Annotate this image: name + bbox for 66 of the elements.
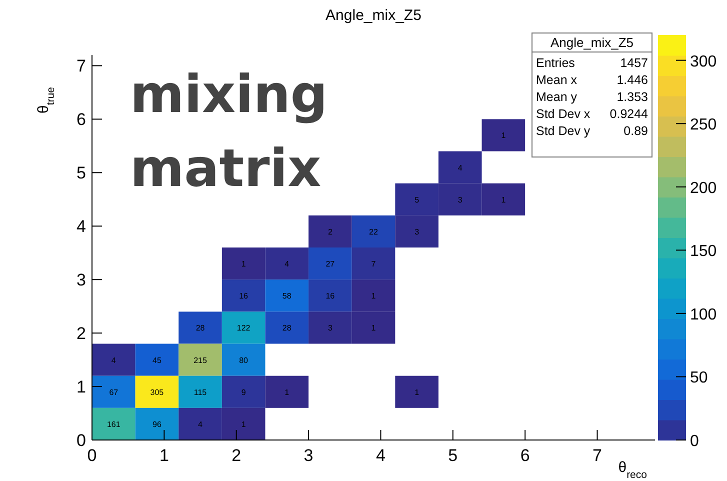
data-label: 28	[282, 324, 292, 333]
text: Std Dev x 0.9244	[536, 107, 648, 121]
data-label: 4	[458, 163, 463, 172]
color-bar-label: 100	[690, 306, 717, 324]
y-tick-label: 4	[76, 217, 86, 236]
x-axis-title: θ$_{reco}$	[618, 459, 648, 481]
text: Mean x 1.446	[536, 73, 648, 87]
text: Entries 1457	[536, 56, 648, 70]
y-tick-label: 2	[76, 324, 86, 344]
data-label: 305	[150, 388, 164, 397]
data-label: 1	[501, 131, 506, 140]
text: Angle_mix_Z5	[550, 35, 634, 50]
y-tick-label: 0	[76, 431, 86, 450]
y-tick-label: 5	[76, 164, 86, 183]
x-tick-label: 1	[159, 446, 169, 465]
data-label: 161	[106, 420, 121, 429]
color-bar-label: 250	[690, 116, 717, 134]
data-label: 4	[284, 260, 290, 269]
color-bar-label: 200	[690, 180, 717, 197]
y-tick-label: 1	[76, 378, 86, 397]
annotation: mixing matrix	[130, 65, 328, 199]
data-label: 9	[241, 388, 246, 397]
data-label: 58	[282, 292, 292, 301]
data-label: 4	[111, 356, 116, 365]
data-label: 96	[152, 420, 162, 429]
data-label: 3	[458, 195, 463, 204]
data-label: 2	[328, 227, 333, 236]
x-tick-label: 5	[448, 446, 458, 465]
color-bar-label: 0	[690, 433, 699, 450]
x-tick-label: 2	[232, 446, 242, 465]
data-label: 1	[241, 260, 246, 269]
data-label: 3	[414, 227, 420, 236]
data-label: 1	[371, 292, 376, 301]
data-label: 45	[152, 356, 162, 365]
data-label: 215	[194, 356, 208, 365]
x-tick-label: 3	[304, 446, 314, 465]
data-label: 1	[501, 195, 506, 204]
data-label: 3	[328, 324, 333, 333]
x-tick-label: 4	[376, 446, 386, 465]
y-tick-label: 6	[76, 110, 86, 130]
data-label: 122	[236, 324, 251, 333]
y-tick-label: 3	[76, 270, 86, 290]
color-bar-label: 50	[690, 370, 708, 387]
data-label: 28	[196, 324, 206, 333]
data-label: 5	[414, 195, 420, 204]
text: Std Dev y 0.89	[536, 124, 648, 138]
data-label: 16	[326, 292, 336, 301]
x-tick-label: 6	[520, 446, 530, 465]
data-label: 16	[239, 292, 249, 301]
data-label: 7	[371, 260, 376, 269]
text: Mean y 1.353	[536, 90, 648, 104]
data-label: 1	[414, 388, 420, 397]
data-label: 1	[241, 420, 246, 429]
x-tick-label: 7	[592, 446, 602, 465]
color-bar-label: 150	[690, 243, 717, 260]
data-label: 4	[198, 420, 204, 429]
data-label: 115	[194, 388, 208, 397]
color-bar-label: 300	[690, 53, 717, 70]
data-label: 22	[369, 227, 378, 236]
y-tick-label: 7	[76, 56, 86, 76]
data-label: 80	[239, 356, 249, 365]
data-label: 67	[109, 388, 119, 397]
data-label: 1	[284, 388, 290, 397]
data-label: 27	[326, 260, 336, 269]
chart-title: Angle_mix_Z5	[326, 7, 422, 24]
data-label: 1	[371, 324, 376, 333]
